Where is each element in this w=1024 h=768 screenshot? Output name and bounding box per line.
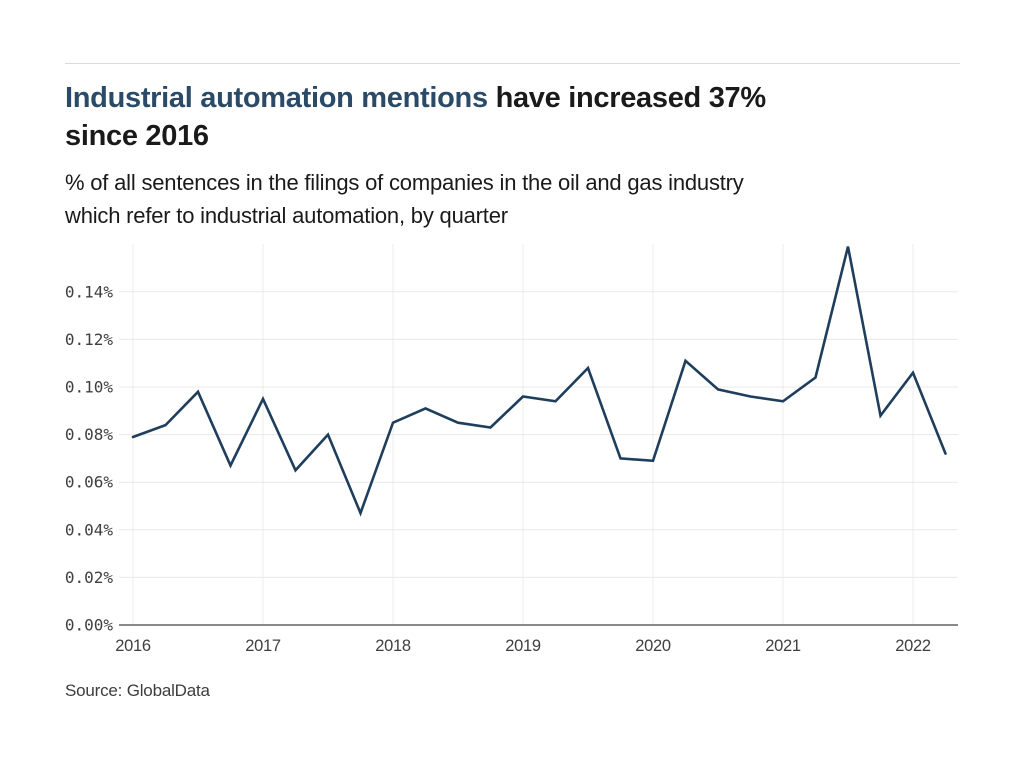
x-tick-label: 2017: [245, 637, 281, 655]
y-tick-label: 0.14%: [65, 282, 114, 301]
chart-title-line1: Industrial automation mentions have incr…: [65, 79, 766, 117]
y-tick-label: 0.08%: [65, 425, 114, 444]
y-tick-label: 0.12%: [65, 330, 114, 349]
x-tick-label: 2022: [895, 637, 931, 655]
chart-title-line2: since 2016: [65, 120, 209, 152]
top-divider-rule: [65, 63, 960, 64]
chart-subtitle-line1: % of all sentences in the filings of com…: [65, 170, 744, 195]
chart-subtitle: % of all sentences in the filings of com…: [65, 166, 744, 232]
y-tick-label: 0.04%: [65, 520, 114, 539]
chart-title-highlight: Industrial automation mentions: [65, 82, 488, 114]
chart-title-line1-rest: have increased 37%: [487, 82, 767, 114]
x-tick-label: 2018: [375, 637, 411, 655]
x-tick-label: 2021: [765, 637, 801, 655]
y-tick-label: 0.00%: [65, 616, 114, 635]
x-tick-label: 2019: [505, 637, 541, 655]
y-tick-label: 0.06%: [65, 473, 114, 492]
chart-subtitle-line2: which refer to industrial automation, by…: [65, 203, 508, 228]
data-line: [131, 246, 947, 517]
y-tick-label: 0.02%: [65, 568, 114, 587]
chart-title: Industrial automation mentions have incr…: [65, 79, 766, 155]
x-tick-label: 2020: [635, 637, 671, 655]
y-tick-label: 0.10%: [65, 378, 114, 397]
source-attribution: Source: GlobalData: [65, 681, 210, 700]
x-tick-label: 2016: [115, 637, 151, 655]
